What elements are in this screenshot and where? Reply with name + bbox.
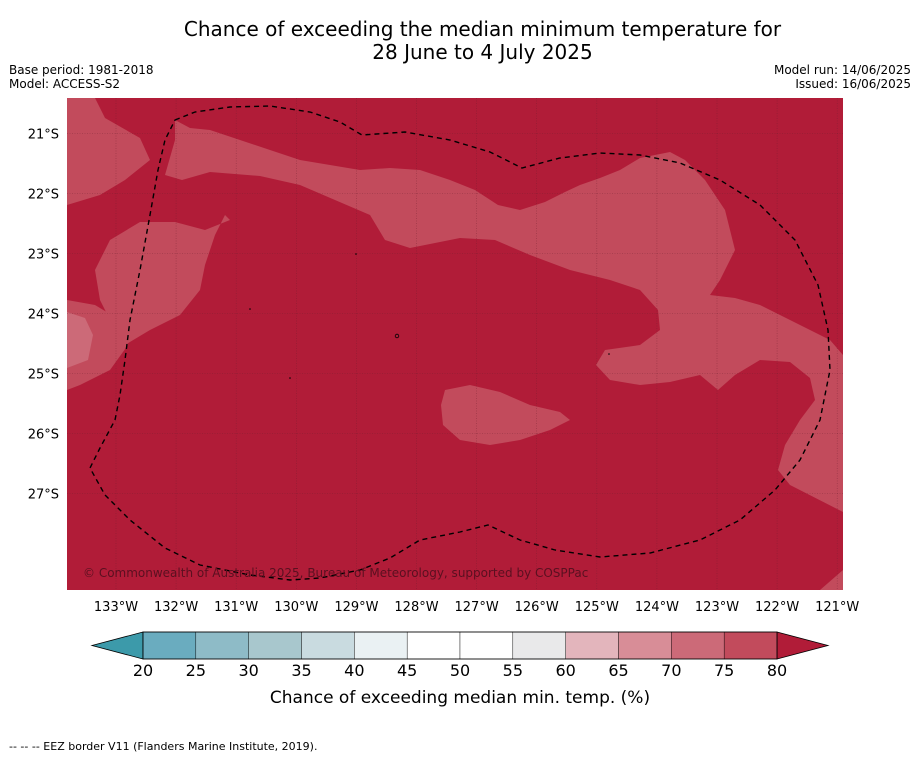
- base-period: Base period: 1981-2018: [9, 63, 154, 77]
- map-area: © Commonwealth of Australia 2025, Bureau…: [67, 98, 843, 590]
- lon-tick-label: 132°W: [154, 600, 198, 615]
- title-line-1: Chance of exceeding the median minimum t…: [183, 17, 782, 41]
- colorbar-cell: [618, 631, 672, 660]
- region-65-70-west-edge: [67, 312, 93, 368]
- colorbar-cell: [195, 631, 249, 660]
- colorbar-cell: [459, 631, 514, 660]
- model-run: Model run: 14/06/2025: [773, 63, 911, 77]
- lon-tick-label: 133°W: [94, 600, 138, 615]
- lon-tick-label: 129°W: [334, 600, 378, 615]
- colorbar-cell: [671, 631, 725, 660]
- colorbar-cell: [142, 631, 197, 660]
- colorbar-outline: [142, 631, 778, 660]
- region-70-75-central-blob: [441, 385, 570, 445]
- copyright-notice: © Commonwealth of Australia 2025, Bureau…: [83, 566, 588, 580]
- region-70-75-west-upper: [95, 215, 230, 345]
- colorbar-cell: [723, 631, 778, 660]
- colorbar-cell: [512, 631, 566, 660]
- island-marker: [249, 308, 251, 310]
- lat-tick-label: 24°S: [28, 308, 59, 323]
- base-info: Base period: 1981-2018 Model: ACCESS-S2: [9, 63, 154, 91]
- colorbar-tick-label: 60: [555, 661, 575, 680]
- lon-tick-label: 126°W: [515, 600, 559, 615]
- lon-tick-label: 124°W: [635, 600, 679, 615]
- gridlines: [67, 98, 843, 590]
- island-marker: [355, 253, 357, 255]
- lon-tick-label: 123°W: [695, 600, 739, 615]
- lat-tick-label: 26°S: [28, 428, 59, 443]
- colorbar-tick-label: 65: [608, 661, 628, 680]
- island-marker: [608, 353, 610, 355]
- colorbar-tick-label: 80: [767, 661, 787, 680]
- lon-tick-label: 121°W: [815, 600, 859, 615]
- colorbar-tick-label: 75: [714, 661, 734, 680]
- lat-tick-label: 21°S: [28, 128, 59, 143]
- model-name: Model: ACCESS-S2: [9, 77, 121, 91]
- colorbar-tick-labels: 20 25 30 35 40 45 50 55 60 65 70 75 80: [133, 661, 787, 680]
- lat-tick-label: 27°S: [28, 488, 59, 503]
- colorbar-label: Chance of exceeding median min. temp. (%…: [270, 688, 650, 708]
- colorbar-tick-label: 50: [450, 661, 470, 680]
- lat-tick-label: 23°S: [28, 248, 59, 263]
- colorbar-cell: [354, 631, 408, 660]
- lon-tick-label: 127°W: [455, 600, 499, 615]
- lat-tick-label: 22°S: [28, 188, 59, 203]
- island-marker: [394, 333, 400, 339]
- colorbar: 20 25 30 35 40 45 50 55 60 65 70 75 80 Chance of exc…: [90, 631, 830, 708]
- region-70-75-southeast-corner: [820, 570, 843, 590]
- colorbar-tick-label: 30: [238, 661, 258, 680]
- lon-tick-label: 125°W: [575, 600, 619, 615]
- colorbar-tick-label: 45: [397, 661, 417, 680]
- colorbar-tick-label: 55: [503, 661, 523, 680]
- chart-title: Chance of exceeding the median minimum t…: [0, 18, 919, 64]
- longitude-labels: 133°W 132°W 131°W 130°W 129°W 128°W 127°W 126°W…: [94, 600, 860, 615]
- colorbar-low-extend: [90, 631, 144, 660]
- run-info: Model run: 14/06/2025 Issued: 16/06/2025: [774, 63, 911, 91]
- lon-tick-label: 122°W: [755, 600, 799, 615]
- issued-date: Issued: 16/06/2025: [795, 77, 911, 91]
- colorbar-tick-label: 25: [186, 661, 206, 680]
- region-70-75-small-north: [256, 102, 290, 128]
- region-70-75-north: [67, 98, 150, 205]
- lon-tick-label: 131°W: [214, 600, 258, 615]
- region-70-75-main: [165, 98, 843, 512]
- colorbar-cell: [406, 631, 461, 660]
- eez-border: [89, 105, 831, 581]
- colorbar-cells: [142, 631, 778, 660]
- colorbar-tick-label: 20: [133, 661, 153, 680]
- colorbar-high-extend: [776, 631, 830, 660]
- colorbar-tick-label: 35: [291, 661, 311, 680]
- colorbar-cell: [565, 631, 619, 660]
- island-marker: [289, 377, 291, 379]
- lon-tick-label: 130°W: [274, 600, 318, 615]
- title-line-2: 28 June to 4 July 2025: [372, 40, 593, 64]
- colorbar-cell: [248, 631, 302, 660]
- colorbar-tick-label: 40: [344, 661, 364, 680]
- latitude-labels: 21°S 22°S 23°S 24°S 25°S 26°S 27°S: [28, 128, 59, 503]
- lat-tick-label: 25°S: [28, 368, 59, 383]
- lon-tick-label: 128°W: [394, 600, 438, 615]
- colorbar-cell: [301, 631, 355, 660]
- eez-footnote: -- -- -- EEZ border V11 (Flanders Marine…: [9, 740, 318, 753]
- colorbar-tick-label: 70: [661, 661, 681, 680]
